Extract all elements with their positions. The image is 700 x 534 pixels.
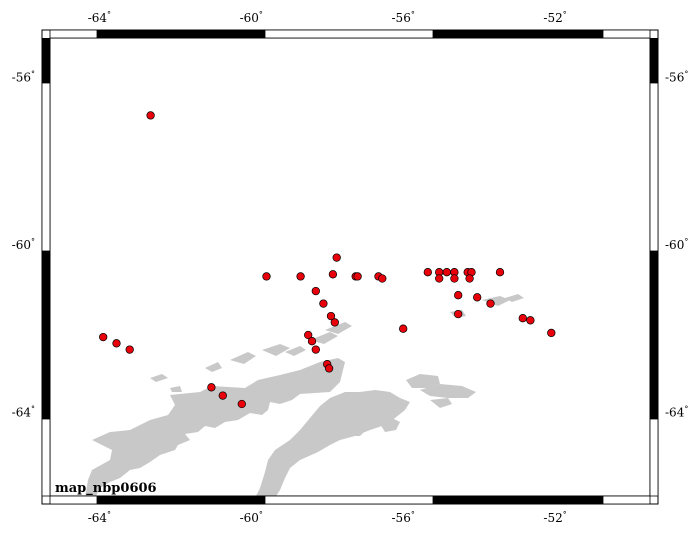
lon-tick-label-bottom: -60° bbox=[240, 510, 263, 525]
station-marker bbox=[307, 337, 317, 346]
frame-bar-left-1 bbox=[42, 38, 50, 83]
island-shetland-1 bbox=[205, 362, 222, 372]
island-shetland-4 bbox=[285, 346, 306, 356]
map-frame bbox=[41, 29, 659, 505]
lat-tick-label-right: -56° bbox=[665, 70, 688, 85]
landmass-layer bbox=[85, 294, 524, 498]
station-marker bbox=[547, 328, 556, 338]
tick-labels-layer: -64° -64° -60° -60° -56° -56° -52° -52° -56° -56°… bbox=[12, 10, 689, 525]
station-marker bbox=[319, 299, 328, 308]
island-paulet bbox=[430, 398, 452, 408]
station-marker bbox=[465, 274, 474, 283]
frame-bar-right-4 bbox=[649, 418, 659, 497]
station-marker bbox=[328, 270, 338, 279]
frame-bar-left-4 bbox=[41, 418, 51, 497]
lat-tick-label-right: -64° bbox=[665, 404, 688, 419]
lon-tick-label-top: -56° bbox=[392, 10, 415, 25]
frame-bar-bottom-2 bbox=[97, 496, 265, 504]
station-marker bbox=[326, 311, 336, 321]
lon-tick-label-bottom: -64° bbox=[88, 510, 111, 525]
lat-tick-label-right: -60° bbox=[665, 237, 688, 252]
station-marker bbox=[112, 339, 121, 348]
station-marker bbox=[486, 299, 495, 308]
island-shetland-6 bbox=[325, 322, 352, 334]
station-marker bbox=[311, 286, 320, 296]
frame-bar-top-5 bbox=[602, 29, 651, 39]
island-shetland-2 bbox=[230, 352, 256, 364]
frame-bar-left-3 bbox=[42, 251, 50, 419]
frame-bar-right-3 bbox=[650, 251, 658, 419]
station-marker bbox=[311, 345, 320, 354]
station-marker bbox=[399, 324, 408, 333]
island-dundee bbox=[420, 384, 476, 398]
station-marker bbox=[330, 318, 339, 327]
frame-bar-bottom-4 bbox=[433, 496, 603, 504]
frame-bar-bottom-3 bbox=[264, 495, 434, 505]
lat-tick-label-left: -56° bbox=[12, 70, 35, 85]
station-marker bbox=[125, 345, 134, 354]
frame-bar-left-2 bbox=[41, 82, 51, 252]
station-marker bbox=[304, 330, 313, 340]
island-shetland-5 bbox=[310, 332, 338, 344]
station-marker bbox=[454, 309, 463, 319]
station-marker bbox=[473, 293, 482, 302]
lon-tick-label-bottom: -52° bbox=[543, 510, 566, 525]
frame-bar-bottom-5 bbox=[602, 495, 651, 505]
island-low bbox=[170, 386, 182, 392]
station-marker bbox=[495, 268, 505, 277]
station-marker bbox=[324, 364, 334, 373]
station-marker bbox=[518, 314, 527, 323]
station-marker bbox=[146, 111, 155, 120]
peninsula-tip bbox=[255, 390, 410, 498]
station-marker bbox=[450, 274, 459, 283]
frame-bar-right-2 bbox=[649, 82, 659, 252]
frame-bar-right-1 bbox=[650, 38, 658, 83]
station-marker bbox=[218, 391, 227, 400]
station-marker bbox=[442, 268, 451, 277]
frame-bar-top-3 bbox=[264, 29, 434, 39]
station-marker bbox=[454, 291, 463, 300]
stations-layer bbox=[99, 111, 556, 409]
island-shetland-3 bbox=[262, 344, 290, 356]
station-marker bbox=[435, 274, 444, 283]
island-king-george bbox=[505, 294, 524, 302]
station-marker bbox=[262, 272, 271, 281]
frame-bar-top-1 bbox=[49, 29, 98, 39]
lon-tick-label-top: -52° bbox=[543, 10, 566, 25]
map-title: map_nbp0606 bbox=[55, 481, 157, 496]
lat-tick-label-left: -60° bbox=[12, 237, 35, 252]
station-marker bbox=[332, 253, 341, 262]
station-marker bbox=[207, 383, 216, 392]
station-marker bbox=[99, 332, 108, 342]
island-james-ross bbox=[340, 396, 376, 412]
lat-tick-label-left: -64° bbox=[12, 404, 35, 419]
frame-bar-top-4 bbox=[433, 30, 603, 38]
island-smith bbox=[150, 374, 168, 382]
station-marker bbox=[353, 272, 362, 281]
island-clarence bbox=[482, 296, 510, 306]
frame-bar-top-2 bbox=[97, 30, 265, 38]
station-marker bbox=[237, 399, 246, 409]
island-snow-hill bbox=[338, 418, 368, 436]
lon-tick-label-bottom: -56° bbox=[392, 510, 415, 525]
island-joinville bbox=[406, 374, 440, 388]
frame-bar-bottom-1 bbox=[49, 495, 98, 505]
station-marker bbox=[378, 274, 387, 283]
station-marker bbox=[296, 272, 305, 281]
station-marker bbox=[526, 316, 535, 325]
station-marker bbox=[423, 268, 432, 277]
lon-tick-label-top: -64° bbox=[88, 10, 111, 25]
lon-tick-label-top: -60° bbox=[240, 10, 263, 25]
antarctic-peninsula bbox=[85, 358, 345, 498]
island-ross-west bbox=[380, 418, 400, 432]
